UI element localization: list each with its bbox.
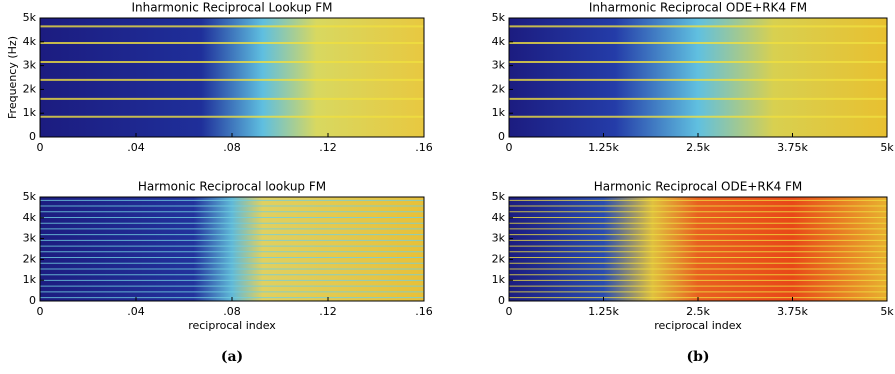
x-tick-label: 2.5k — [686, 305, 710, 318]
x-tick-label: 0 — [506, 141, 513, 154]
y-tick-label: 5k — [492, 190, 506, 203]
x-tick-label: 5k — [880, 141, 894, 154]
y-tick-label: 3k — [492, 59, 506, 72]
caption: (a) — [221, 349, 243, 365]
x-tick-label: .08 — [223, 141, 241, 154]
caption: (b) — [686, 349, 709, 365]
x-axis-label: reciprocal index — [188, 319, 276, 332]
spectrogram-image — [40, 197, 424, 301]
x-tick-label: 2.5k — [686, 141, 710, 154]
chart-title: Inharmonic Reciprocal ODE+RK4 FM — [589, 1, 807, 15]
x-tick-label: .04 — [127, 141, 145, 154]
x-tick-label: 3.75k — [777, 141, 808, 154]
x-tick-label: 1.25k — [588, 141, 619, 154]
x-tick-label: .16 — [415, 141, 433, 154]
x-axis-label: reciprocal index — [654, 319, 742, 332]
y-tick-label: 5k — [23, 11, 37, 24]
spectrogram-image — [509, 18, 887, 137]
x-tick-label: 0 — [506, 305, 513, 318]
x-tick-label: .04 — [127, 305, 145, 318]
spectrogram-image — [40, 18, 424, 137]
y-tick-label: 0 — [498, 130, 505, 143]
y-tick-label: 0 — [498, 294, 505, 307]
y-tick-label: 0 — [29, 294, 36, 307]
y-tick-label: 4k — [23, 35, 37, 48]
y-tick-label: 5k — [23, 190, 37, 203]
y-tick-label: 1k — [23, 106, 37, 119]
x-tick-label: .12 — [319, 141, 337, 154]
x-tick-label: .16 — [415, 305, 433, 318]
x-tick-label: 5k — [880, 305, 894, 318]
x-tick-label: 0 — [37, 141, 44, 154]
x-tick-label: 1.25k — [588, 305, 619, 318]
y-tick-label: 0 — [29, 130, 36, 143]
spectrogram-image — [509, 197, 887, 301]
y-tick-label: 2k — [492, 82, 506, 95]
x-tick-label: .12 — [319, 305, 337, 318]
y-tick-label: 2k — [23, 82, 37, 95]
y-tick-label: 5k — [492, 11, 506, 24]
y-tick-label: 2k — [492, 252, 506, 265]
chart-title: Inharmonic Reciprocal Lookup FM — [131, 1, 332, 15]
y-tick-label: 4k — [492, 35, 506, 48]
y-tick-label: 3k — [23, 59, 37, 72]
y-tick-label: 3k — [492, 232, 506, 245]
chart-title: Harmonic Reciprocal ODE+RK4 FM — [594, 180, 803, 194]
y-axis-label: Frequency (Hz) — [6, 36, 19, 119]
x-tick-label: .08 — [223, 305, 241, 318]
y-tick-label: 4k — [23, 211, 37, 224]
chart-title: Harmonic Reciprocal lookup FM — [138, 180, 326, 194]
y-tick-label: 1k — [492, 106, 506, 119]
y-tick-label: 3k — [23, 232, 37, 245]
y-tick-label: 4k — [492, 211, 506, 224]
y-tick-label: 2k — [23, 252, 37, 265]
x-tick-label: 3.75k — [777, 305, 808, 318]
y-tick-label: 1k — [23, 273, 37, 286]
x-tick-label: 0 — [37, 305, 44, 318]
y-tick-label: 1k — [492, 273, 506, 286]
